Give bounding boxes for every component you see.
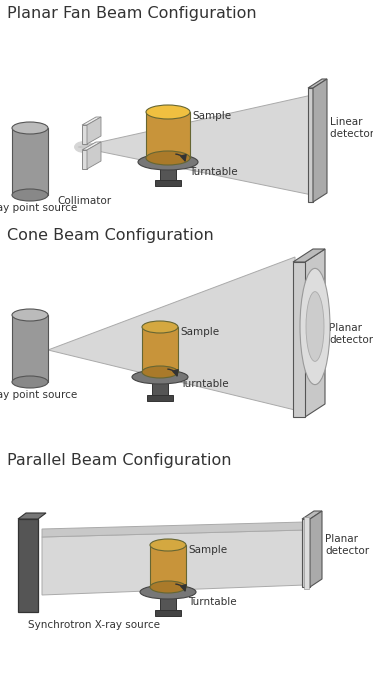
- Text: Planar Fan Beam Configuration: Planar Fan Beam Configuration: [7, 6, 257, 21]
- Polygon shape: [308, 88, 313, 202]
- Ellipse shape: [74, 141, 94, 153]
- Text: Planar
detector: Planar detector: [329, 323, 373, 345]
- Polygon shape: [150, 545, 186, 587]
- Ellipse shape: [150, 539, 186, 551]
- Ellipse shape: [142, 366, 178, 378]
- Text: Turntable: Turntable: [180, 379, 229, 389]
- Polygon shape: [82, 117, 101, 125]
- Polygon shape: [155, 610, 181, 616]
- Polygon shape: [12, 315, 48, 382]
- Ellipse shape: [142, 321, 178, 333]
- Text: X-ray point source: X-ray point source: [0, 203, 78, 213]
- Polygon shape: [42, 530, 305, 595]
- Polygon shape: [82, 125, 87, 144]
- Polygon shape: [304, 517, 308, 589]
- Polygon shape: [302, 519, 310, 587]
- Polygon shape: [78, 95, 312, 195]
- Polygon shape: [142, 327, 178, 372]
- Polygon shape: [305, 249, 325, 417]
- Text: Parallel Beam Configuration: Parallel Beam Configuration: [7, 453, 232, 468]
- Polygon shape: [160, 162, 176, 180]
- Polygon shape: [313, 79, 327, 202]
- Ellipse shape: [138, 154, 198, 170]
- Text: X-ray point source: X-ray point source: [0, 390, 78, 400]
- Text: Sample: Sample: [188, 545, 227, 555]
- Text: Sample: Sample: [192, 111, 231, 121]
- Polygon shape: [12, 128, 48, 195]
- Polygon shape: [18, 513, 46, 519]
- Text: Synchrotron X-ray source: Synchrotron X-ray source: [28, 620, 160, 630]
- Ellipse shape: [300, 268, 330, 385]
- Text: Cone Beam Configuration: Cone Beam Configuration: [7, 228, 214, 243]
- Polygon shape: [308, 79, 327, 88]
- Polygon shape: [310, 511, 322, 587]
- Text: Sample: Sample: [180, 327, 219, 337]
- Polygon shape: [147, 395, 173, 401]
- Ellipse shape: [12, 376, 48, 388]
- Polygon shape: [87, 117, 101, 144]
- Polygon shape: [293, 262, 305, 417]
- Polygon shape: [160, 592, 176, 610]
- Ellipse shape: [150, 581, 186, 593]
- Text: Planar
detector: Planar detector: [325, 534, 369, 556]
- Polygon shape: [302, 511, 322, 519]
- Polygon shape: [42, 522, 305, 537]
- Polygon shape: [18, 519, 38, 612]
- Ellipse shape: [146, 151, 190, 165]
- Polygon shape: [146, 112, 190, 158]
- Polygon shape: [82, 142, 101, 150]
- Polygon shape: [82, 150, 87, 169]
- Ellipse shape: [12, 309, 48, 321]
- Ellipse shape: [12, 122, 48, 134]
- Polygon shape: [152, 377, 168, 395]
- Ellipse shape: [140, 585, 196, 599]
- Text: Linear
detector array: Linear detector array: [330, 117, 373, 139]
- Polygon shape: [48, 257, 295, 410]
- Polygon shape: [293, 249, 325, 262]
- Ellipse shape: [12, 189, 48, 201]
- Text: Turntable: Turntable: [189, 167, 238, 177]
- Ellipse shape: [132, 370, 188, 384]
- Polygon shape: [87, 142, 101, 169]
- Ellipse shape: [146, 105, 190, 119]
- Ellipse shape: [306, 292, 324, 362]
- Polygon shape: [155, 180, 181, 186]
- Text: Collimator: Collimator: [57, 196, 111, 206]
- Text: Turntable: Turntable: [188, 597, 236, 607]
